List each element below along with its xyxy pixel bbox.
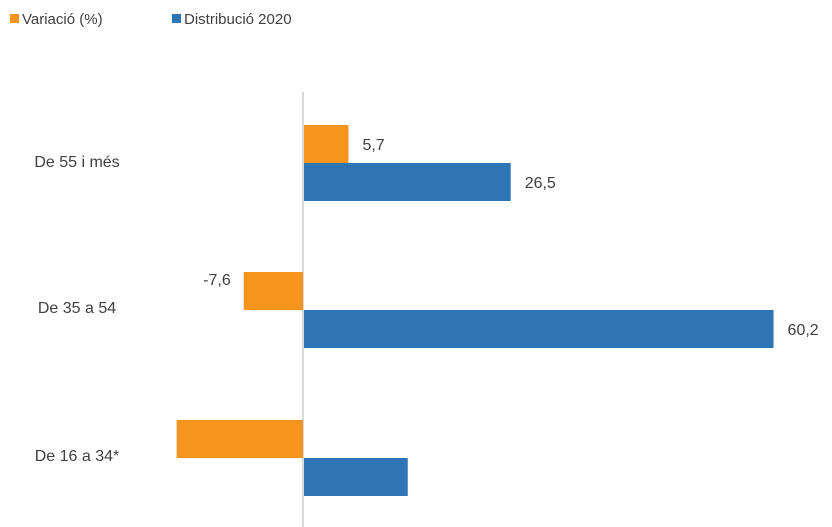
bar-distribucio [304,163,511,201]
legend-swatch-1 [10,14,19,23]
data-label: 26,5 [525,175,556,192]
legend-swatch-2 [172,14,181,23]
category-label: De 16 a 34* [35,448,120,465]
data-label: 60,2 [788,322,819,339]
bars [176,125,774,496]
category-label: De 55 i més [34,154,119,171]
bar-variacio [176,420,303,458]
bar-distribucio [304,458,408,496]
data-label: -7,6 [203,272,231,289]
bar-variacio [243,272,303,310]
data-labels: 5,7 26,5 -7,6 60,2 [203,137,819,339]
legend-label-2: Distribució 2020 [184,11,292,28]
category-labels: De 55 i més De 35 a 54 De 16 a 34* [34,154,119,465]
category-label: De 35 a 54 [38,300,116,317]
bar-variacio [304,125,349,163]
data-label: 5,7 [362,137,384,154]
bar-distribucio [304,310,774,348]
legend-label-1: Variació (%) [22,11,103,28]
legend: Variació (%) Distribució 2020 [10,11,292,28]
